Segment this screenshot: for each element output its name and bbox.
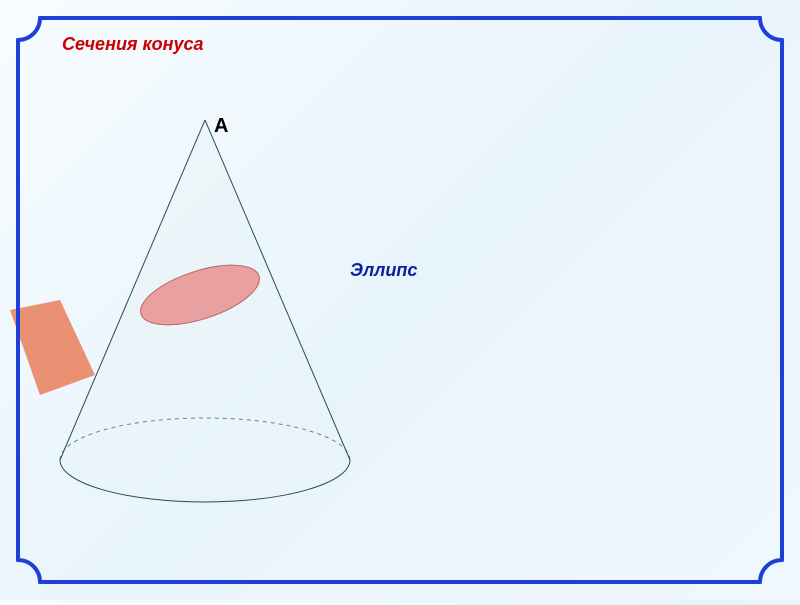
orange-shape bbox=[10, 300, 95, 395]
page-title: Сечения конуса bbox=[62, 34, 204, 55]
ellipse-label: Эллипс bbox=[350, 260, 417, 281]
diagram-svg bbox=[0, 0, 800, 600]
diagram-container bbox=[0, 0, 800, 600]
apex-label: А bbox=[214, 115, 228, 138]
